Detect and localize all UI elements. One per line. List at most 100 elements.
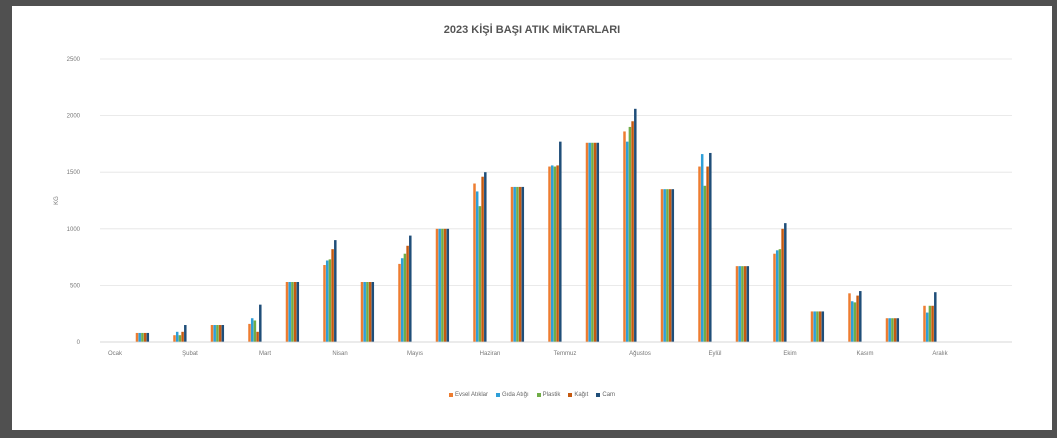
bar bbox=[513, 186, 516, 342]
legend-swatch bbox=[495, 393, 500, 397]
bar bbox=[663, 189, 666, 342]
bar bbox=[296, 282, 300, 342]
x-tick-label: Aralık bbox=[932, 351, 948, 357]
bar bbox=[896, 318, 900, 342]
bar bbox=[184, 325, 187, 342]
bar bbox=[856, 295, 859, 342]
x-tick-label: Kasım bbox=[856, 351, 873, 357]
bar bbox=[671, 189, 675, 342]
bar bbox=[853, 302, 857, 342]
bar bbox=[859, 291, 862, 342]
y-tick-label: 500 bbox=[70, 283, 81, 289]
bar bbox=[371, 282, 375, 342]
bar bbox=[666, 189, 669, 342]
bar bbox=[813, 311, 816, 342]
bar bbox=[934, 292, 937, 342]
bar bbox=[816, 311, 819, 342]
bar bbox=[328, 259, 332, 342]
bar bbox=[698, 166, 701, 342]
bar bbox=[481, 176, 484, 342]
bar bbox=[548, 166, 551, 342]
bar bbox=[218, 325, 222, 342]
bar bbox=[891, 318, 894, 342]
bar bbox=[743, 266, 747, 342]
legend-label: Cam bbox=[602, 392, 616, 398]
bar bbox=[409, 235, 412, 342]
x-tick-label: Şubat bbox=[182, 351, 198, 357]
bar bbox=[625, 141, 629, 342]
bar bbox=[585, 142, 589, 342]
bar bbox=[810, 311, 814, 342]
bar bbox=[435, 228, 439, 342]
y-tick-label: 1500 bbox=[67, 170, 81, 176]
bar bbox=[850, 301, 854, 342]
bar bbox=[438, 228, 441, 342]
bar bbox=[293, 282, 297, 342]
bar bbox=[484, 172, 487, 342]
bar bbox=[141, 332, 144, 342]
bar bbox=[848, 293, 851, 342]
bar bbox=[135, 332, 139, 342]
bar bbox=[775, 250, 779, 342]
bar bbox=[256, 331, 259, 342]
bar bbox=[559, 141, 562, 342]
bar bbox=[923, 305, 926, 342]
y-tick-label: 2000 bbox=[67, 114, 81, 120]
bar bbox=[210, 325, 214, 342]
bar bbox=[443, 228, 447, 342]
y-tick-label: 2500 bbox=[67, 57, 81, 63]
x-tick-label: Temmuz bbox=[554, 351, 577, 357]
legend-label: Plastik bbox=[542, 392, 561, 398]
x-tick-label: Ocak bbox=[108, 351, 123, 357]
legend-label: Gıda Atığı bbox=[501, 392, 529, 398]
y-axis-label: KG bbox=[54, 196, 60, 205]
bar bbox=[398, 263, 401, 342]
bar bbox=[778, 249, 782, 342]
bar bbox=[288, 282, 291, 342]
bar bbox=[516, 186, 519, 342]
bar bbox=[248, 323, 251, 342]
bar bbox=[473, 183, 476, 342]
bar bbox=[291, 282, 294, 342]
bar bbox=[925, 312, 929, 342]
bar bbox=[700, 154, 704, 342]
x-tick-label: Haziran bbox=[480, 351, 501, 357]
bar bbox=[331, 249, 334, 342]
bar bbox=[403, 253, 407, 342]
chart-title: 2023 KİŞİ BAŞI ATIK MİKTARLARI bbox=[443, 24, 621, 36]
bar bbox=[634, 108, 637, 342]
bar bbox=[285, 282, 289, 342]
bar bbox=[216, 325, 219, 342]
bar bbox=[178, 335, 182, 342]
bar bbox=[703, 185, 707, 342]
bar bbox=[478, 206, 482, 342]
x-tick-label: Mart bbox=[259, 351, 271, 357]
chart-frame: 2023 KİŞİ BAŞI ATIK MİKTARLARI 0 500 1000 1… bbox=[12, 6, 1052, 430]
legend-item: Plastik bbox=[536, 392, 561, 398]
x-tick-label: Ağustos bbox=[629, 351, 651, 357]
legend-item: Gıda Atığı bbox=[495, 392, 529, 398]
bar bbox=[363, 282, 366, 342]
bar bbox=[746, 266, 750, 342]
bar bbox=[510, 186, 514, 342]
bar bbox=[441, 228, 444, 342]
bar bbox=[781, 228, 784, 342]
legend-swatch bbox=[448, 393, 453, 397]
bar bbox=[146, 332, 150, 342]
bar bbox=[360, 282, 364, 342]
bar bbox=[250, 318, 254, 342]
bar bbox=[518, 186, 522, 342]
x-tick-label: Eylül bbox=[708, 351, 721, 357]
bar bbox=[893, 318, 897, 342]
bar bbox=[406, 245, 409, 342]
bar bbox=[253, 320, 257, 342]
bar bbox=[550, 165, 554, 342]
bar bbox=[368, 282, 372, 342]
bar bbox=[173, 335, 176, 342]
bar bbox=[818, 311, 822, 342]
bar bbox=[221, 325, 225, 342]
bar bbox=[628, 126, 632, 342]
bar bbox=[323, 265, 326, 342]
bar bbox=[885, 318, 889, 342]
bar bbox=[588, 142, 591, 342]
